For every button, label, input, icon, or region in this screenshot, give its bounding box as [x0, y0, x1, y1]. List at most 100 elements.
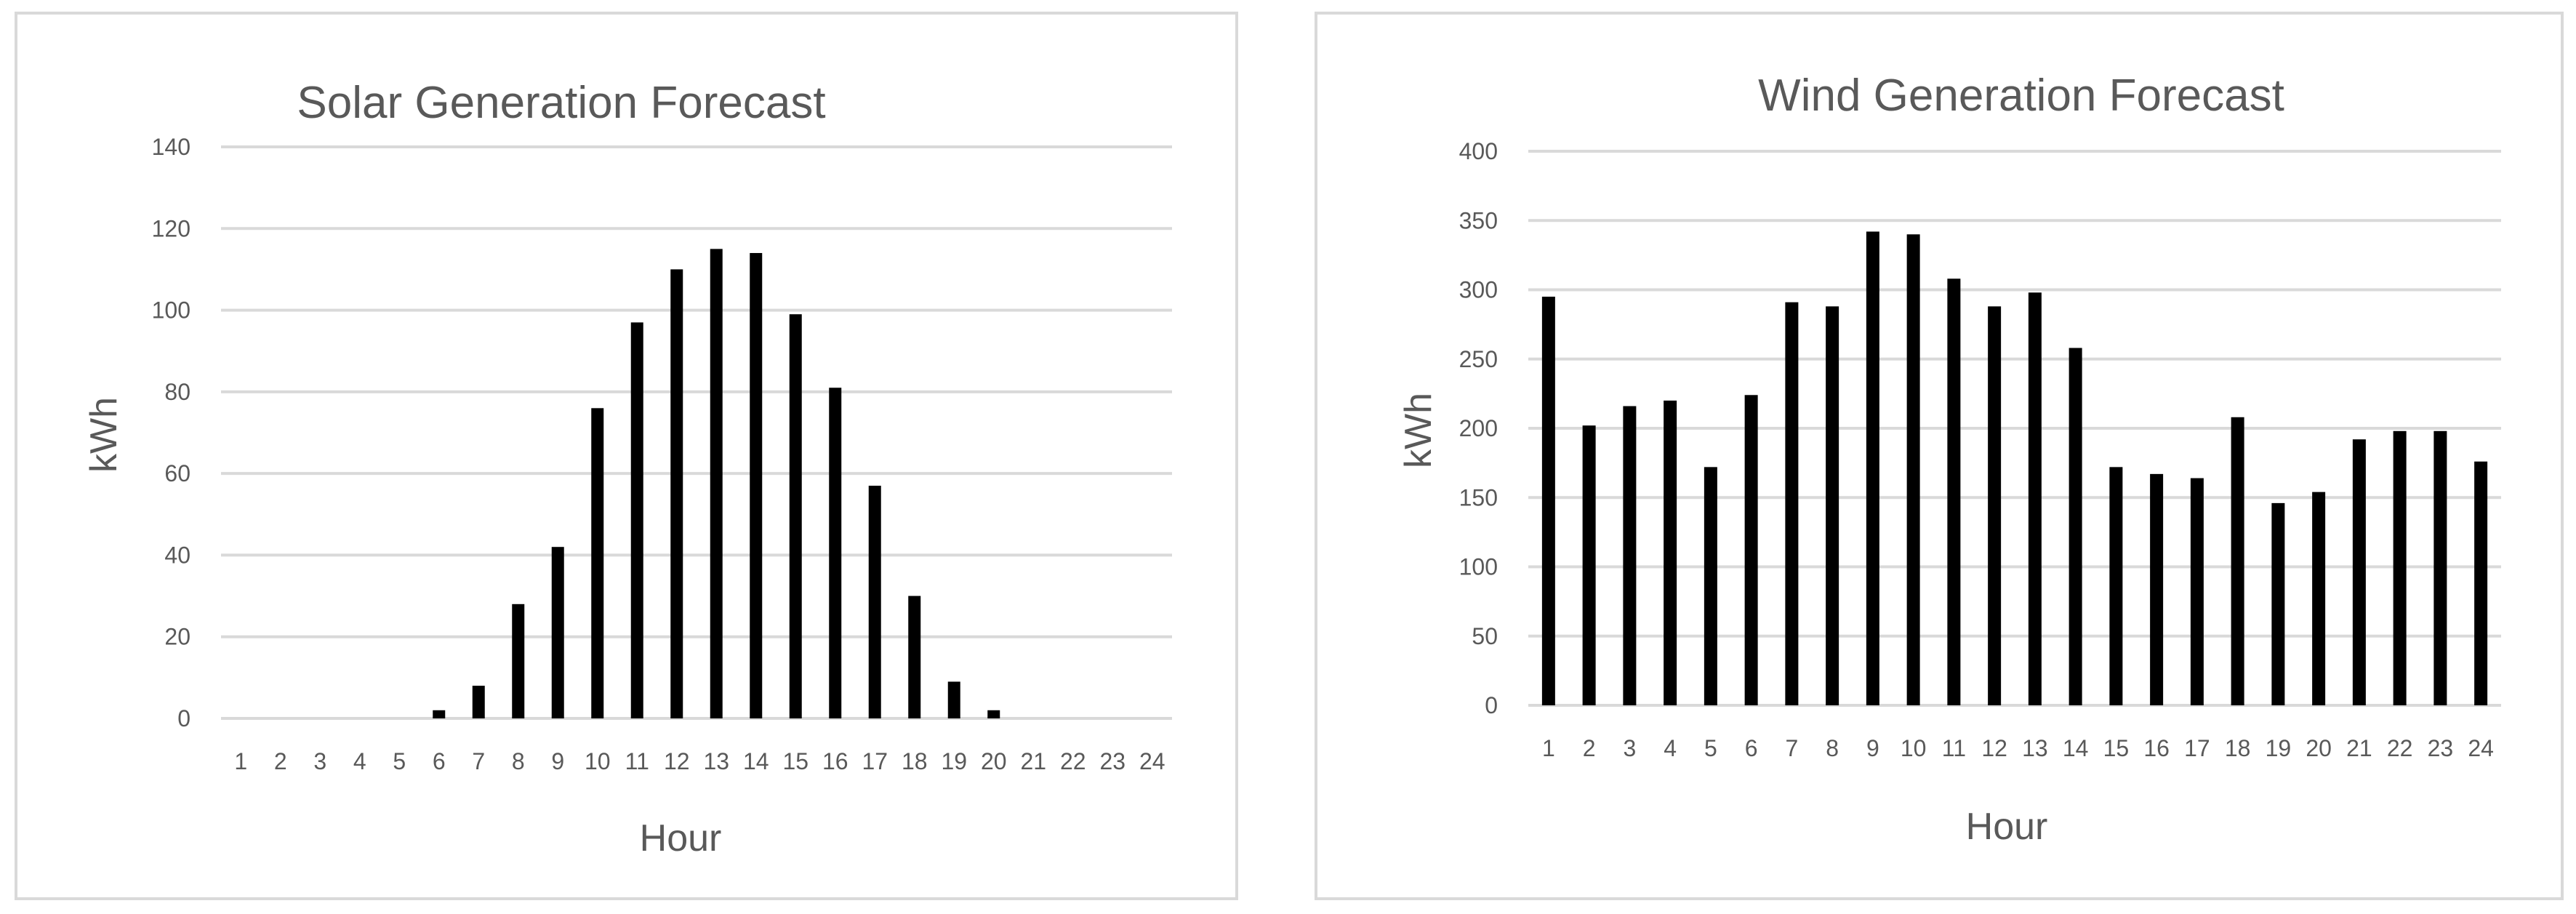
bar-hour-6 [1744, 395, 1758, 705]
x-tick-label: 20 [981, 748, 1007, 774]
x-tick-label: 12 [664, 748, 690, 774]
y-tick-label: 200 [1459, 415, 1498, 441]
x-tick-label: 18 [2225, 735, 2251, 761]
bar-hour-9 [1866, 231, 1879, 705]
solar-chart: Solar Generation Forecast kWh Hour 02040… [83, 78, 1172, 859]
x-tick-label: 8 [512, 748, 525, 774]
y-tick-labels: 0 50 100 150 200 250 300 350 400 [1459, 138, 1498, 718]
bar-hour-3 [1623, 406, 1637, 705]
gridlines [1528, 150, 2501, 707]
y-tick-label: 120 [152, 215, 190, 241]
y-tick-label: 60 [164, 460, 190, 486]
bar-hour-5 [1704, 467, 1717, 705]
x-tick-label: 11 [625, 748, 649, 774]
x-tick-label: 15 [2103, 735, 2130, 761]
x-tick-label: 3 [1623, 735, 1636, 761]
x-tick-label: 17 [2184, 735, 2210, 761]
bar-hour-11 [1947, 278, 1961, 705]
bar-hour-20 [987, 710, 1000, 718]
x-tick-label: 2 [274, 748, 287, 774]
x-tick-label: 5 [393, 748, 406, 774]
bar-hour-10 [1906, 234, 1920, 705]
bars [1541, 231, 2488, 705]
y-tick-label: 400 [1459, 138, 1498, 164]
y-tick-label: 40 [164, 542, 190, 568]
x-tick-label: 21 [1020, 748, 1046, 774]
x-tick-label: 15 [782, 748, 808, 774]
x-tick-label: 16 [2143, 735, 2170, 761]
x-tick-label: 23 [2428, 735, 2454, 761]
gridlines [221, 145, 1172, 720]
x-tick-label: 4 [1664, 735, 1677, 761]
y-tick-label: 300 [1459, 277, 1498, 303]
bar-hour-6 [433, 710, 446, 718]
x-tick-label: 5 [1704, 735, 1717, 761]
x-tick-label: 9 [551, 748, 564, 774]
y-tick-label: 250 [1459, 346, 1498, 372]
x-tick-label: 4 [353, 748, 366, 774]
x-tick-label: 1 [1542, 735, 1555, 761]
bar-hour-19 [2271, 502, 2285, 705]
y-axis-title: kWh [83, 397, 125, 473]
x-tick-label: 19 [941, 748, 967, 774]
bars [433, 249, 1000, 719]
y-tick-label: 0 [1485, 692, 1498, 718]
x-tick-label: 14 [743, 748, 769, 774]
bar-hour-11 [630, 322, 643, 718]
bar-hour-2 [1582, 425, 1596, 705]
bar-hour-1 [1541, 297, 1555, 705]
bar-hour-14 [2069, 348, 2082, 705]
chart-title: Wind Generation Forecast [1758, 71, 2284, 121]
bar-hour-15 [789, 314, 802, 719]
bar-hour-9 [551, 547, 564, 718]
x-tick-label: 17 [862, 748, 888, 774]
x-tick-label: 24 [1139, 748, 1165, 774]
bar-hour-21 [2352, 439, 2366, 705]
bar-hour-20 [2312, 492, 2326, 705]
y-tick-label: 100 [152, 297, 190, 324]
bar-hour-18 [908, 596, 921, 718]
x-tick-label: 14 [2063, 735, 2089, 761]
x-tick-label: 24 [2468, 735, 2494, 761]
x-tick-labels: 1 2 3 4 5 6 7 8 9 10 11 12 13 14 15 16 17 18 19 20 21 22 23 24 [1542, 735, 2494, 761]
x-tick-label: 18 [902, 748, 928, 774]
x-tick-label: 11 [1942, 735, 1966, 761]
x-tick-label: 19 [2266, 735, 2292, 761]
x-tick-label: 3 [313, 748, 326, 774]
y-tick-label: 80 [164, 379, 190, 405]
x-tick-label: 22 [2387, 735, 2413, 761]
x-tick-label: 13 [703, 748, 729, 774]
x-tick-label: 16 [822, 748, 848, 774]
bar-hour-8 [1826, 306, 1839, 705]
bar-hour-8 [512, 604, 525, 718]
x-tick-label: 7 [472, 748, 485, 774]
x-axis-title: Hour [1966, 806, 2048, 848]
x-tick-label: 13 [2022, 735, 2048, 761]
y-tick-label: 20 [164, 624, 190, 650]
y-tick-label: 100 [1459, 554, 1498, 580]
bar-hour-4 [1664, 400, 1677, 705]
x-tick-label: 8 [1826, 735, 1839, 761]
chart-title: Solar Generation Forecast [297, 78, 825, 128]
bar-hour-13 [2028, 292, 2042, 705]
x-tick-label: 21 [2346, 735, 2372, 761]
x-tick-label: 23 [1099, 748, 1126, 774]
y-tick-label: 50 [1472, 623, 1498, 649]
x-tick-labels: 1 2 3 4 5 6 7 8 9 10 11 12 13 14 15 16 17 18 19 20 21 22 23 24 [234, 748, 1165, 774]
bar-hour-12 [670, 269, 683, 718]
bar-hour-23 [2433, 430, 2447, 705]
bar-hour-19 [947, 681, 960, 718]
y-tick-labels: 0 20 40 60 80 100 120 140 [152, 134, 190, 731]
bar-hour-10 [591, 408, 604, 718]
bar-hour-17 [868, 485, 881, 718]
wind-chart-panel: Wind Generation Forecast kWh Hour 0 50 100… [1315, 12, 2564, 900]
bar-hour-15 [2109, 467, 2123, 705]
x-tick-label: 9 [1866, 735, 1879, 761]
bar-hour-16 [829, 388, 842, 718]
x-tick-label: 7 [1785, 735, 1798, 761]
x-tick-label: 6 [1745, 735, 1758, 761]
bar-hour-24 [2474, 461, 2488, 705]
y-tick-label: 140 [152, 134, 190, 160]
wind-chart: Wind Generation Forecast kWh Hour 050100… [1397, 71, 2501, 848]
bar-hour-22 [2393, 430, 2407, 705]
